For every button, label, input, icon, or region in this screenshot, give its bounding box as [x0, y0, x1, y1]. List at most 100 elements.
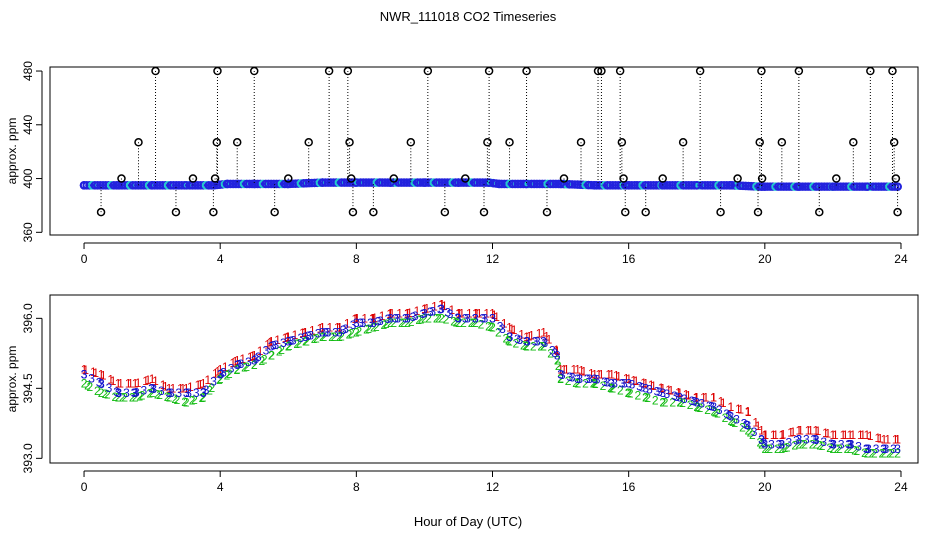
- spike-point: [891, 174, 901, 183]
- series-1-marker: 1: [528, 329, 535, 343]
- series-1-marker: 1: [92, 366, 99, 380]
- series-1-point: 1: [234, 353, 241, 367]
- series-1-marker: 1: [665, 383, 672, 397]
- series-2-marker: 2: [164, 390, 171, 404]
- series-3-point: 3: [81, 367, 88, 381]
- series-1-marker: 1: [292, 328, 299, 342]
- series-1-point: 1: [761, 428, 768, 442]
- series-1-marker: 1: [299, 326, 306, 340]
- series-1-point: 1: [554, 344, 561, 358]
- series-2-marker: 2: [607, 381, 614, 395]
- series-2-marker: 2: [816, 438, 823, 452]
- series-1-marker: 1: [755, 419, 762, 433]
- x-tick-label: 16: [622, 252, 636, 266]
- series-2-marker: 2: [243, 360, 250, 374]
- spike-point: [117, 174, 126, 183]
- series-2-marker: 2: [826, 441, 833, 455]
- series-3-point: 3: [98, 377, 105, 391]
- series-2-point: 2: [506, 335, 513, 349]
- series-2-point: 2: [489, 321, 496, 335]
- spike-point: [345, 138, 354, 147]
- series-3-marker: 3: [357, 316, 364, 330]
- series-3-marker: 3: [203, 383, 210, 397]
- series-1-marker: 1: [371, 311, 378, 325]
- series-2-marker: 2: [694, 400, 701, 414]
- series-2-marker: 2: [512, 336, 519, 350]
- series-3-point: 3: [353, 316, 360, 330]
- series-3-marker: 3: [96, 376, 103, 390]
- baseline-data-point: [181, 180, 191, 190]
- series-2-point: 2: [574, 377, 581, 391]
- series-2-point: 2: [217, 372, 224, 386]
- series-3-marker: 3: [412, 309, 419, 323]
- series-2-marker: 2: [537, 339, 544, 353]
- spike-point: [621, 207, 630, 217]
- series-3-marker: 3: [350, 318, 357, 332]
- series-1-point: 1: [894, 433, 901, 447]
- series-1-marker: 1: [264, 338, 271, 352]
- series-2-marker: 2: [590, 377, 597, 391]
- series-3-point: 3: [489, 311, 496, 325]
- series-2-marker: 2: [470, 316, 477, 330]
- spike-point: [815, 207, 824, 217]
- series-1-point: 1: [830, 428, 837, 442]
- series-3-point: 3: [625, 377, 632, 391]
- series-1-marker: 1: [770, 428, 777, 442]
- series-3-marker: 3: [855, 440, 862, 454]
- series-2-marker: 2: [520, 338, 527, 352]
- series-2-marker: 2: [241, 361, 248, 375]
- series-3-marker: 3: [392, 311, 399, 325]
- series-3-point: 3: [302, 330, 309, 344]
- series-1-point: 1: [115, 377, 122, 391]
- series-3-marker: 3: [419, 307, 426, 321]
- x-tick-label: 20: [758, 480, 772, 494]
- series-1-marker: 1: [396, 307, 403, 321]
- series-2-marker: 2: [766, 442, 773, 456]
- series-2-point: 2: [847, 442, 854, 456]
- x-tick-label: 4: [217, 480, 224, 494]
- series-3-marker: 3: [551, 346, 558, 360]
- series-1-marker: 1: [162, 379, 169, 393]
- series-3-marker: 3: [586, 372, 593, 386]
- series-3-marker: 3: [673, 390, 680, 404]
- spike-point: [893, 207, 902, 217]
- series-3-marker: 3: [479, 311, 486, 325]
- series-3-marker: 3: [367, 316, 374, 330]
- series-1-marker: 1: [735, 402, 742, 416]
- series-3-point: 3: [268, 339, 275, 353]
- baseline-data-point: [352, 178, 361, 187]
- series-2-point: 2: [387, 316, 394, 330]
- series-2-point: 2: [727, 414, 734, 428]
- series-3-marker: 3: [272, 338, 279, 352]
- series-3-marker: 3: [88, 371, 95, 385]
- series-1-marker: 1: [474, 307, 481, 321]
- series-3-point: 3: [813, 433, 820, 447]
- series-1-marker: 1: [336, 320, 343, 334]
- series-2-point: 2: [554, 353, 561, 367]
- series-1-point: 1: [557, 363, 564, 377]
- series-3-point: 3: [387, 311, 394, 325]
- series-2-marker: 2: [373, 320, 380, 334]
- series-2-marker: 2: [216, 373, 223, 387]
- series-3-marker: 3: [402, 311, 409, 325]
- series-1-point: 1: [744, 405, 751, 419]
- y-axis-label: approx. ppm: [5, 118, 19, 185]
- series-1-marker: 1: [319, 321, 326, 335]
- series-1-point: 1: [676, 386, 683, 400]
- series-3-marker: 3: [238, 357, 245, 371]
- series-1-marker: 1: [431, 299, 438, 313]
- spike-point: [658, 174, 667, 183]
- series-1-marker: 1: [274, 333, 281, 347]
- series-3-marker: 3: [305, 329, 312, 343]
- series-3-marker: 3: [168, 386, 175, 400]
- chart-title: NWR_111018 CO2 Timeseries: [379, 9, 557, 24]
- series-3-marker: 3: [377, 314, 384, 328]
- series-2-marker: 2: [886, 447, 893, 461]
- series-2-marker: 2: [460, 316, 467, 330]
- series-1-point: 1: [523, 330, 530, 344]
- series-1-point: 1: [608, 367, 615, 381]
- spike-point: [270, 207, 279, 217]
- series-3-point: 3: [744, 419, 751, 433]
- baseline-data-point: [893, 182, 902, 191]
- series-2-marker: 2: [224, 368, 231, 382]
